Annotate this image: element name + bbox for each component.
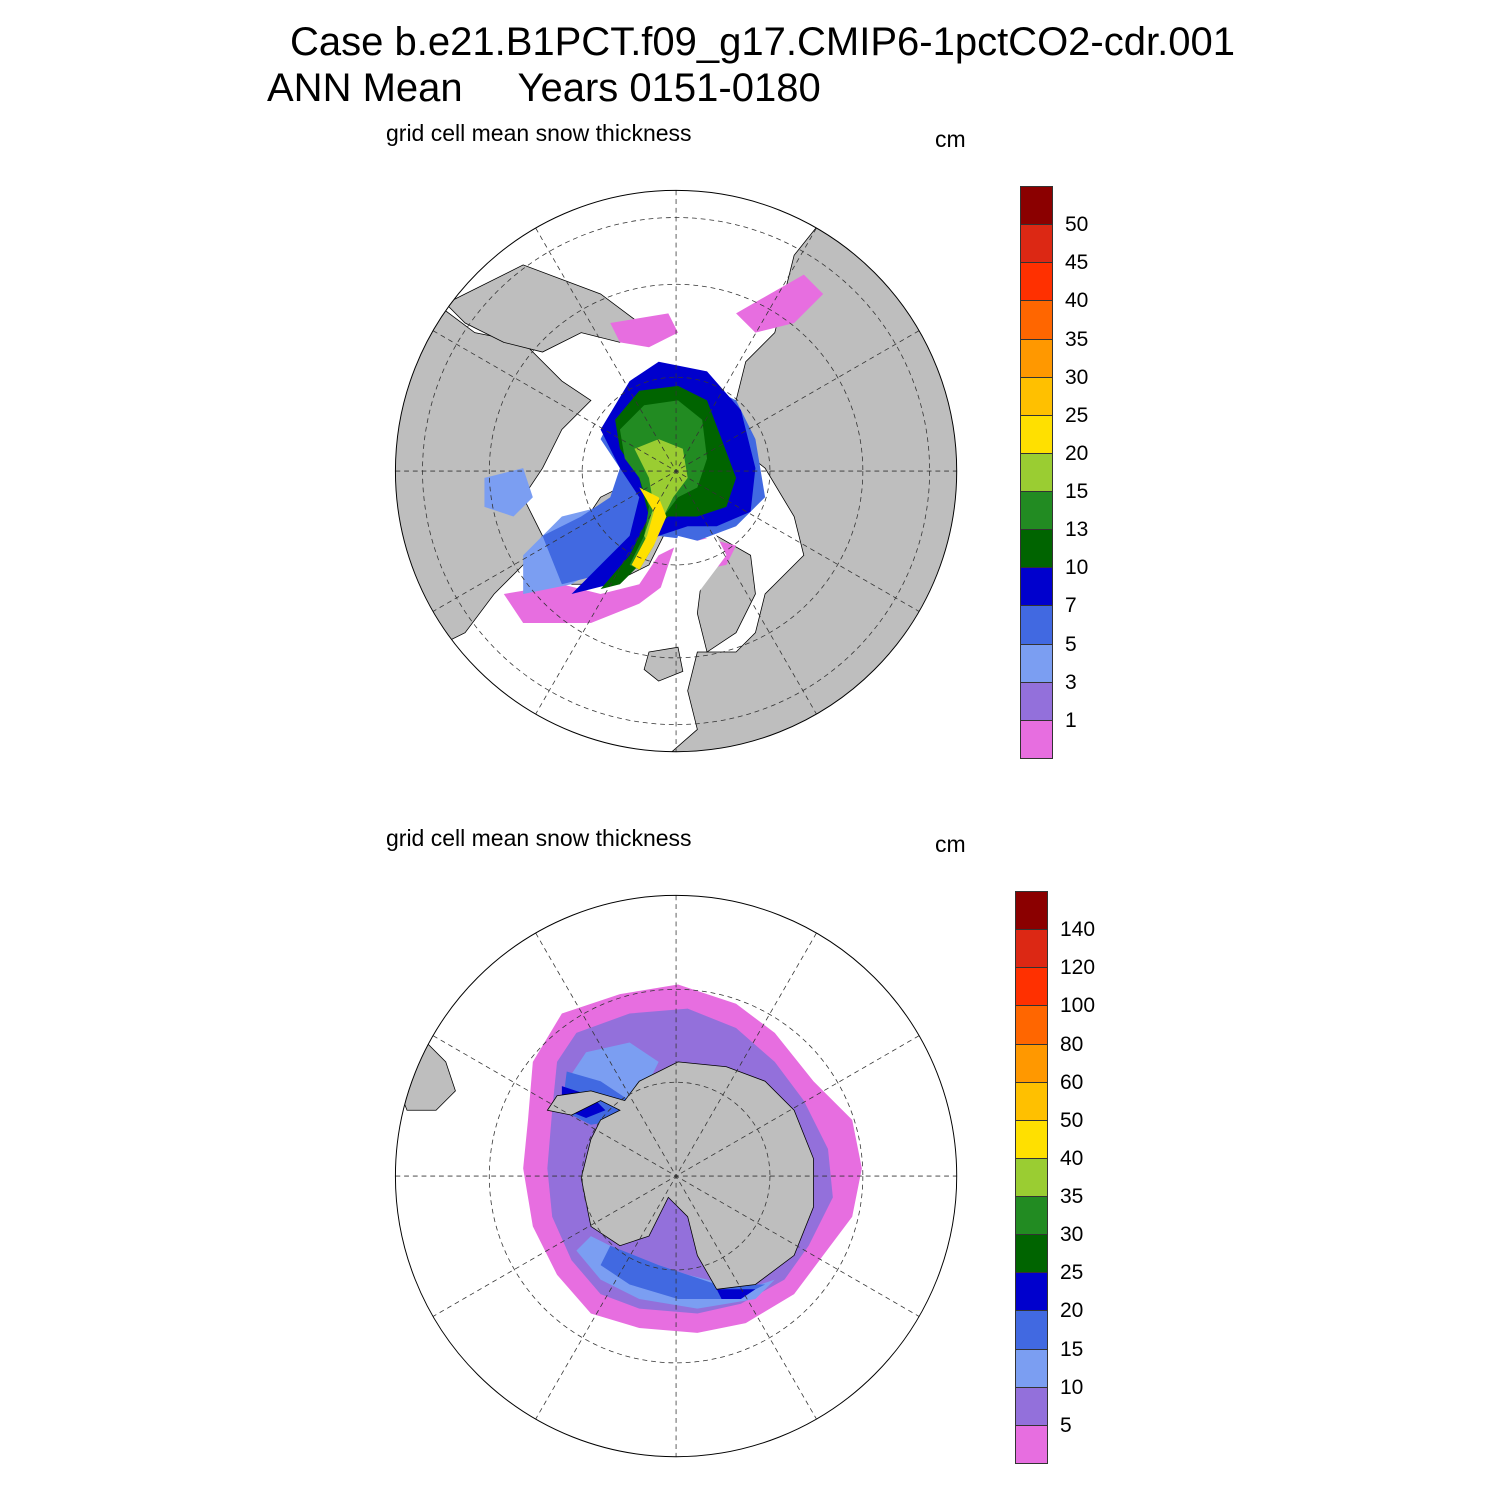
colorbar-swatch: [1015, 967, 1048, 1007]
colorbar-tick-label: 50: [1060, 1108, 1084, 1132]
colorbar-swatch: [1020, 376, 1053, 416]
colorbar-tick-label: 100: [1060, 994, 1096, 1018]
colorbar-tick-label: 50: [1065, 213, 1089, 237]
colorbar-swatch: [1020, 186, 1053, 226]
colorbar-2: 5 10 15 20 25 30 35 40 50 60 80 100 120 140: [1015, 891, 1105, 1464]
colorbar-tick-label: 45: [1065, 251, 1089, 275]
colorbar-swatch: [1015, 1272, 1048, 1312]
colorbar-tick-label: 40: [1060, 1146, 1084, 1170]
colorbar-swatch: [1020, 452, 1053, 493]
colorbar-tick-label: 10: [1065, 556, 1089, 580]
colorbar-tick-label: 80: [1060, 1032, 1084, 1056]
colorbar-tick-label: 25: [1060, 1261, 1084, 1285]
colorbar-swatch: [1020, 529, 1053, 569]
colorbar-tick-label: 10: [1060, 1375, 1084, 1399]
land-iceland: [643, 646, 684, 682]
colorbar-tick-label: 60: [1060, 1070, 1084, 1094]
colorbar-tick-label: 35: [1065, 327, 1089, 351]
land-alaska-chukotka: [445, 264, 640, 353]
colorbar-swatch: [1020, 681, 1053, 721]
colorbar-swatch: [1020, 262, 1053, 302]
main-title: Case b.e21.B1PCT.f09_g17.CMIP6-1pctCO2-c…: [290, 20, 1235, 64]
south-polar-map: [394, 894, 958, 1458]
colorbar-tick-label: 3: [1065, 670, 1077, 694]
colorbar-tick-label: 7: [1065, 594, 1077, 618]
colorbar-tick-label: 120: [1060, 956, 1096, 980]
land-antarctica: [546, 1061, 814, 1290]
colorbar-tick-label: 40: [1065, 289, 1089, 313]
colorbar-1: 1 3 5 7 10 13 15 20 25 30 35 40 45 50: [1020, 186, 1100, 759]
snow-band-1cm: [610, 313, 678, 348]
main-subtitle: ANN Mean Years 0151-0180: [267, 66, 821, 110]
panel-2-title: grid cell mean snow thickness: [386, 825, 692, 851]
colorbar-swatch: [1015, 1386, 1048, 1426]
colorbar-swatch: [1015, 1348, 1048, 1388]
panel-1-title: grid cell mean snow thickness: [386, 120, 692, 146]
colorbar-swatch: [1020, 643, 1053, 683]
snow-band-3cm-hudson: [484, 468, 533, 517]
colorbar-tick-label: 25: [1065, 403, 1089, 427]
colorbar-swatch: [1015, 1234, 1048, 1274]
colorbar-swatch: [1015, 1005, 1048, 1045]
colorbar-swatch: [1015, 1196, 1048, 1236]
colorbar-swatch: [1015, 1081, 1048, 1121]
colorbar-tick-label: 13: [1065, 518, 1089, 542]
colorbar-swatch: [1015, 1119, 1048, 1159]
colorbar-swatch: [1020, 719, 1053, 759]
colorbar-swatch: [1020, 491, 1053, 531]
colorbar-tick-label: 1: [1065, 708, 1077, 732]
colorbar-swatch: [1020, 300, 1053, 340]
colorbar-tick-label: 5: [1065, 632, 1077, 656]
colorbar-swatch: [1020, 338, 1053, 378]
colorbar-tick-label: 15: [1060, 1337, 1084, 1361]
panel-1-unit: cm: [935, 126, 966, 152]
panel-2-unit: cm: [935, 831, 966, 857]
colorbar-swatch: [1015, 1310, 1048, 1350]
colorbar-tick-label: 15: [1065, 480, 1089, 504]
colorbar-swatch: [1020, 567, 1053, 607]
colorbar-swatch: [1015, 891, 1048, 931]
colorbar-tick-label: 30: [1065, 365, 1089, 389]
north-polar-map: [394, 189, 958, 753]
colorbar-swatch: [1015, 1424, 1048, 1464]
colorbar-tick-label: 35: [1060, 1185, 1084, 1209]
colorbar-swatch: [1015, 1043, 1048, 1083]
colorbar-tick-label: 5: [1060, 1413, 1072, 1437]
colorbar-swatch: [1015, 929, 1048, 969]
colorbar-swatch: [1020, 605, 1053, 645]
colorbar-tick-label: 20: [1065, 441, 1089, 465]
colorbar-swatch: [1015, 1157, 1048, 1198]
land-eurasia: [657, 190, 957, 752]
colorbar-tick-label: 30: [1060, 1223, 1084, 1247]
colorbar-swatch: [1020, 224, 1053, 264]
snow-band-15cm: [634, 439, 688, 546]
colorbar-tick-label: 140: [1060, 918, 1096, 942]
colorbar-swatch: [1020, 414, 1053, 454]
snow-band-1cm-okhotsk: [736, 274, 824, 333]
snow-ring-25cm-ross: [716, 1289, 756, 1299]
colorbar-tick-label: 20: [1060, 1299, 1084, 1323]
snow-band-20cm: [631, 487, 667, 570]
